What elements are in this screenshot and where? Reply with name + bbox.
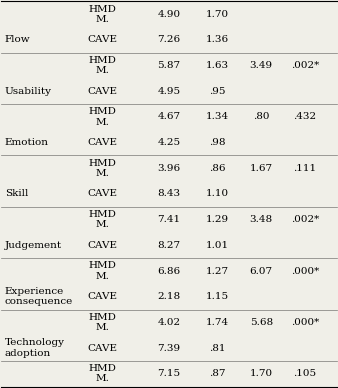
Text: 1.36: 1.36 <box>206 35 229 44</box>
Text: 1.70: 1.70 <box>206 10 229 19</box>
Text: Emotion: Emotion <box>5 138 49 147</box>
Text: 3.48: 3.48 <box>250 215 273 224</box>
Text: CAVE: CAVE <box>87 35 117 44</box>
Text: Technology
adoption: Technology adoption <box>5 338 65 358</box>
Text: 5.87: 5.87 <box>158 61 180 70</box>
Text: HMD
M.: HMD M. <box>88 210 116 229</box>
Text: 1.15: 1.15 <box>206 292 229 301</box>
Text: .80: .80 <box>253 113 269 121</box>
Text: .86: .86 <box>209 164 226 173</box>
Text: 1.34: 1.34 <box>206 113 229 121</box>
Text: .98: .98 <box>209 138 226 147</box>
Text: 7.15: 7.15 <box>158 369 180 378</box>
Text: 4.90: 4.90 <box>158 10 180 19</box>
Text: .000*: .000* <box>291 267 319 275</box>
Text: Skill: Skill <box>5 189 28 199</box>
Text: 3.49: 3.49 <box>250 61 273 70</box>
Text: 2.18: 2.18 <box>158 292 180 301</box>
Text: HMD
M.: HMD M. <box>88 5 116 24</box>
Text: 8.27: 8.27 <box>158 241 180 250</box>
Text: HMD
M.: HMD M. <box>88 107 116 126</box>
Text: .105: .105 <box>293 369 316 378</box>
Text: 1.01: 1.01 <box>206 241 229 250</box>
Text: CAVE: CAVE <box>87 292 117 301</box>
Text: HMD
M.: HMD M. <box>88 313 116 332</box>
Text: 7.26: 7.26 <box>158 35 180 44</box>
Text: 6.86: 6.86 <box>158 267 180 275</box>
Text: 3.96: 3.96 <box>158 164 180 173</box>
Text: CAVE: CAVE <box>87 138 117 147</box>
Text: Usability: Usability <box>5 87 52 96</box>
Text: HMD
M.: HMD M. <box>88 159 116 178</box>
Text: 4.02: 4.02 <box>158 318 180 327</box>
Text: CAVE: CAVE <box>87 344 117 353</box>
Text: .95: .95 <box>209 87 226 96</box>
Text: Flow: Flow <box>5 35 30 44</box>
Text: .000*: .000* <box>291 318 319 327</box>
Text: Experience
consequence: Experience consequence <box>5 287 73 307</box>
Text: 5.68: 5.68 <box>250 318 273 327</box>
Text: .87: .87 <box>209 369 226 378</box>
Text: 1.10: 1.10 <box>206 189 229 199</box>
Text: 7.39: 7.39 <box>158 344 180 353</box>
Text: 4.25: 4.25 <box>158 138 180 147</box>
Text: 1.27: 1.27 <box>206 267 229 275</box>
Text: HMD
M.: HMD M. <box>88 56 116 75</box>
Text: CAVE: CAVE <box>87 189 117 199</box>
Text: 1.63: 1.63 <box>206 61 229 70</box>
Text: CAVE: CAVE <box>87 87 117 96</box>
Text: .81: .81 <box>209 344 226 353</box>
Text: .002*: .002* <box>291 61 319 70</box>
Text: Judgement: Judgement <box>5 241 62 250</box>
Text: .111: .111 <box>293 164 316 173</box>
Text: 1.67: 1.67 <box>250 164 273 173</box>
Text: 7.41: 7.41 <box>158 215 180 224</box>
Text: 1.70: 1.70 <box>250 369 273 378</box>
Text: .002*: .002* <box>291 215 319 224</box>
Text: .432: .432 <box>293 113 316 121</box>
Text: HMD
M.: HMD M. <box>88 262 116 281</box>
Text: 4.95: 4.95 <box>158 87 180 96</box>
Text: 1.74: 1.74 <box>206 318 229 327</box>
Text: 4.67: 4.67 <box>158 113 180 121</box>
Text: 1.29: 1.29 <box>206 215 229 224</box>
Text: CAVE: CAVE <box>87 241 117 250</box>
Text: 6.07: 6.07 <box>250 267 273 275</box>
Text: 8.43: 8.43 <box>158 189 180 199</box>
Text: HMD
M.: HMD M. <box>88 364 116 383</box>
